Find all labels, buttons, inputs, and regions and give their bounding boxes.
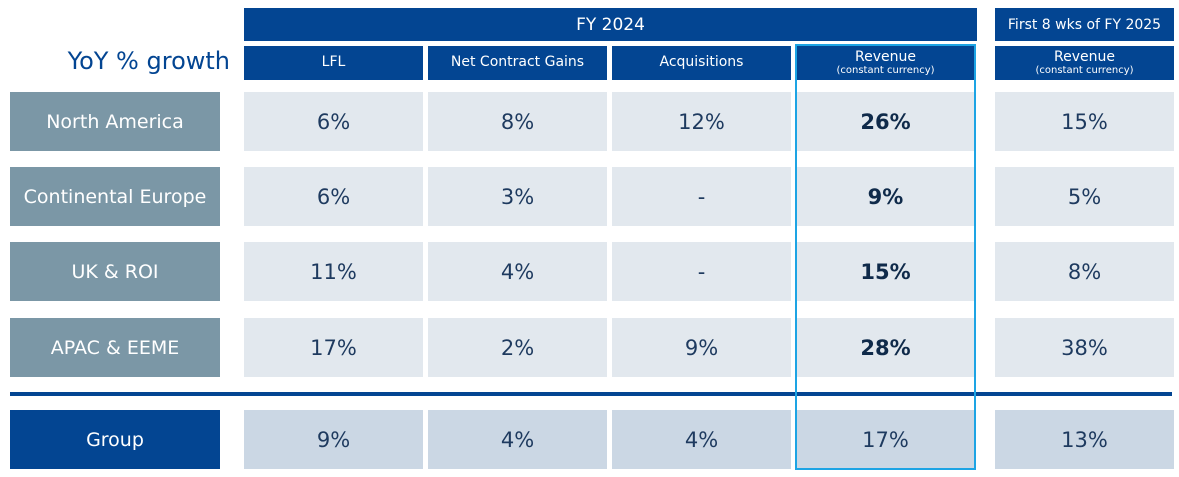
cell-value: 17% bbox=[244, 318, 423, 377]
cell-value: 9% bbox=[612, 318, 791, 377]
cell-value: 3% bbox=[428, 167, 607, 226]
col-header-revenue-fy2025: Revenue (constant currency) bbox=[995, 46, 1174, 80]
revenue-column-highlight bbox=[795, 44, 976, 470]
cell-value: 4% bbox=[612, 410, 791, 469]
row-label-north-america: North America bbox=[10, 92, 220, 151]
cell-value: 6% bbox=[244, 167, 423, 226]
col-header-net-contract-gains: Net Contract Gains bbox=[428, 46, 607, 80]
cell-value-revenue: 15% bbox=[797, 242, 974, 301]
cell-value-revenue: 28% bbox=[797, 318, 974, 377]
cell-value-revenue: 9% bbox=[797, 167, 974, 226]
fy2024-header: FY 2024 bbox=[244, 8, 977, 41]
table-title: YoY % growth bbox=[67, 47, 230, 75]
row-label-apac-eeme: APAC & EEME bbox=[10, 318, 220, 377]
col-header-label: Revenue bbox=[855, 48, 916, 65]
col-header-label: Acquisitions bbox=[659, 54, 744, 71]
cell-value: 9% bbox=[244, 410, 423, 469]
cell-value: 8% bbox=[428, 92, 607, 151]
cell-value: 11% bbox=[244, 242, 423, 301]
group-divider bbox=[10, 392, 1172, 396]
cell-value: - bbox=[612, 242, 791, 301]
col-header-acquisitions: Acquisitions bbox=[612, 46, 791, 80]
col-header-revenue-fy2024: Revenue (constant currency) bbox=[797, 46, 974, 80]
row-label-uk-roi: UK & ROI bbox=[10, 242, 220, 301]
cell-value: 6% bbox=[244, 92, 423, 151]
cell-value: 12% bbox=[612, 92, 791, 151]
col-header-label: Revenue bbox=[1054, 48, 1115, 65]
cell-value: 13% bbox=[995, 410, 1174, 469]
cell-value-revenue: 17% bbox=[797, 410, 974, 469]
cell-value: 5% bbox=[995, 167, 1174, 226]
cell-value: - bbox=[612, 167, 791, 226]
cell-value: 8% bbox=[995, 242, 1174, 301]
row-label-group: Group bbox=[10, 410, 220, 469]
col-header-lfl: LFL bbox=[244, 46, 423, 80]
cell-value-revenue: 26% bbox=[797, 92, 974, 151]
cell-value: 4% bbox=[428, 242, 607, 301]
row-label-continental-europe: Continental Europe bbox=[10, 167, 220, 226]
col-header-sublabel: (constant currency) bbox=[836, 65, 935, 77]
cell-value: 4% bbox=[428, 410, 607, 469]
col-header-label: Net Contract Gains bbox=[450, 54, 585, 71]
cell-value: 38% bbox=[995, 318, 1174, 377]
col-header-label: LFL bbox=[321, 54, 346, 71]
cell-value: 15% bbox=[995, 92, 1174, 151]
col-header-sublabel: (constant currency) bbox=[1035, 65, 1134, 77]
cell-value: 2% bbox=[428, 318, 607, 377]
first-8-weeks-header: First 8 wks of FY 2025 bbox=[995, 8, 1174, 41]
